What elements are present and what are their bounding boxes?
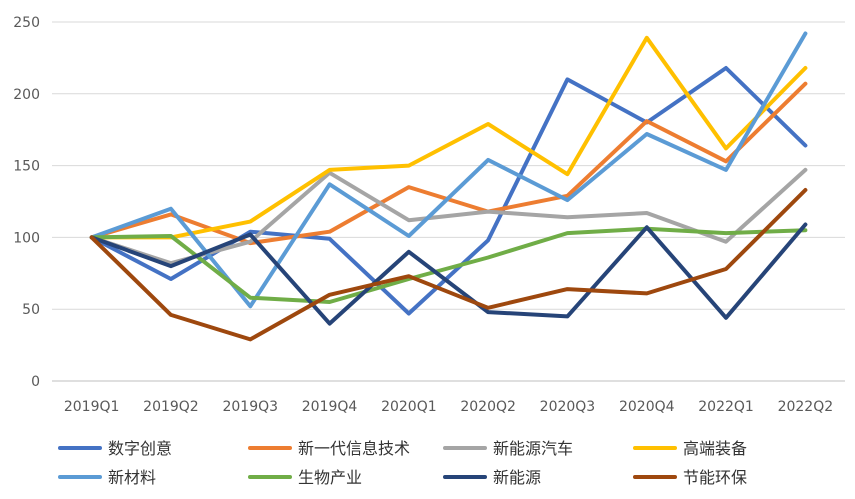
legend-label: 数字创意 xyxy=(108,439,172,458)
y-tick-label: 200 xyxy=(13,87,40,103)
x-tick-label: 2019Q1 xyxy=(64,399,120,415)
y-tick-label: 100 xyxy=(13,230,40,246)
x-tick-label: 2020Q2 xyxy=(460,399,516,415)
legend-label: 新材料 xyxy=(108,468,156,487)
series-line-6 xyxy=(89,226,808,304)
series-line-3 xyxy=(89,167,808,266)
x-tick-label: 2022Q1 xyxy=(698,399,754,415)
x-tick-label: 2020Q3 xyxy=(540,399,596,415)
legend-label: 新能源汽车 xyxy=(493,439,573,458)
x-axis-ticks: 2019Q1 2019Q2 2019Q3 2019Q4 2020Q1 2020Q2 2020… xyxy=(64,399,833,415)
legend-label: 新一代信息技术 xyxy=(298,439,410,458)
series-line-5 xyxy=(89,31,808,309)
x-tick-label: 2019Q3 xyxy=(222,399,278,415)
grid-lines xyxy=(52,21,845,382)
legend-label: 新能源 xyxy=(493,468,541,487)
y-axis-ticks: 0 50 100 150 200 250 xyxy=(13,15,40,390)
series-line-4 xyxy=(89,35,808,240)
y-tick-label: 50 xyxy=(22,302,40,318)
x-tick-label: 2022Q2 xyxy=(778,399,834,415)
y-tick-label: 150 xyxy=(13,159,40,175)
legend-label: 高端装备 xyxy=(683,439,747,458)
y-tick-label: 250 xyxy=(13,15,40,31)
series-line-8 xyxy=(89,188,808,342)
x-tick-label: 2019Q2 xyxy=(143,399,199,415)
legend-label: 节能环保 xyxy=(683,468,747,487)
x-tick-label: 2020Q1 xyxy=(381,399,437,415)
legend-label: 生物产业 xyxy=(298,468,362,487)
y-tick-label: 0 xyxy=(31,374,40,390)
series-lines xyxy=(89,31,808,342)
x-tick-label: 2020Q4 xyxy=(619,399,675,415)
series-line-7 xyxy=(89,222,808,326)
x-tick-label: 2019Q4 xyxy=(302,399,358,415)
